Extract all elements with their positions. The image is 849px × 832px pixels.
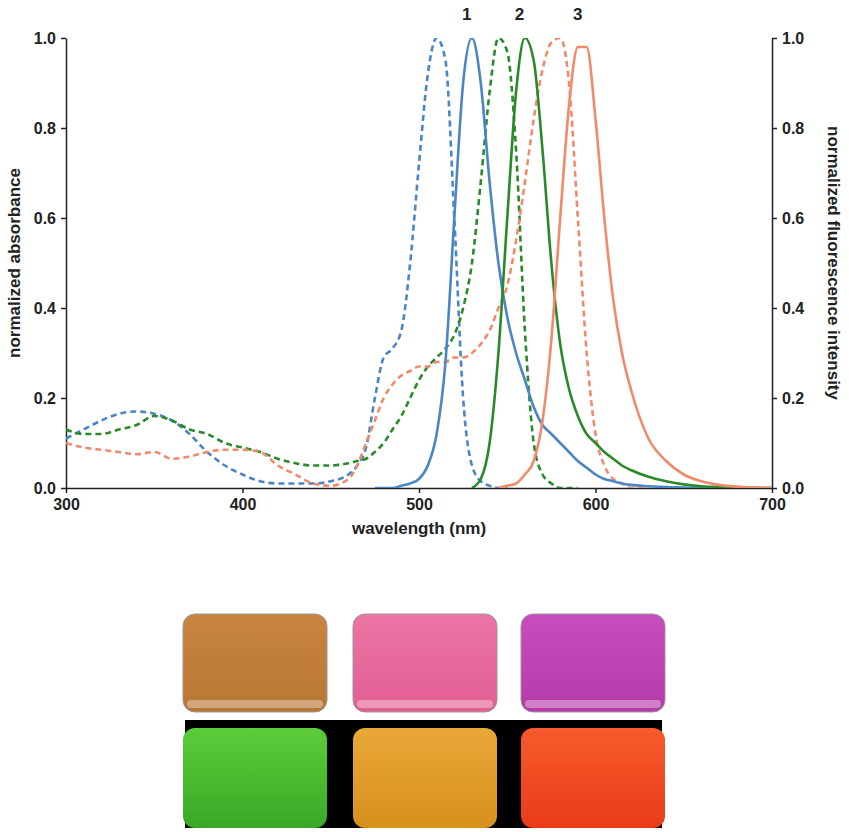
- tick-mark: [61, 38, 66, 40]
- tick-mark: [419, 488, 421, 493]
- fluorescence-line: [472, 38, 772, 488]
- tick-label: 1.0: [34, 30, 56, 47]
- vial-daylight: [183, 614, 327, 712]
- vial-base: [357, 700, 493, 708]
- tick-label: 0.6: [782, 210, 804, 227]
- y2-axis: 0.0 0.2 0.4 0.6 0.8 1.0: [772, 30, 804, 497]
- tick-mark: [772, 488, 777, 490]
- tick-mark: [772, 308, 777, 310]
- y2-axis-title: normalized fluorescence intensity: [824, 126, 843, 401]
- tick-label: 300: [53, 496, 80, 513]
- x-axis-title: wavelength (nm): [351, 519, 486, 538]
- absorbance-line: [66, 38, 578, 488]
- tick-label: 1.0: [782, 30, 804, 47]
- tick: 0.8: [772, 120, 804, 137]
- vial-base: [525, 700, 661, 708]
- tick-label: 0.0: [34, 480, 56, 497]
- peak-label: 1: [462, 5, 471, 24]
- tick-mark: [61, 128, 66, 130]
- absorbance-line: [66, 38, 648, 488]
- vial-uv: [521, 728, 665, 828]
- tick: 0.2: [34, 390, 66, 407]
- tick: 0.4: [772, 300, 804, 317]
- tick-label: 500: [406, 496, 433, 513]
- x-axis: 300 400 500 600 700: [53, 488, 786, 513]
- tick-label: 700: [759, 496, 786, 513]
- tick: 0.0: [34, 480, 66, 497]
- tick: 1.0: [34, 30, 66, 47]
- vial-daylight: [521, 614, 665, 712]
- tick: 0.6: [772, 210, 804, 227]
- tick-mark: [61, 218, 66, 220]
- tick-mark: [772, 38, 777, 40]
- vial-uv: [353, 728, 497, 828]
- tick: 600: [583, 488, 610, 513]
- peak-label: 3: [573, 5, 582, 24]
- axis-line: [66, 39, 68, 489]
- tick-label: 0.0: [782, 480, 804, 497]
- tick-mark: [61, 398, 66, 400]
- figure: 3004005006007000.00.20.40.60.81.00.00.20…: [0, 0, 849, 832]
- tick-mark: [772, 398, 777, 400]
- axis-line: [772, 39, 774, 489]
- tick-mark: [772, 128, 777, 130]
- tick-label: 600: [583, 496, 610, 513]
- fluorescence-line: [375, 38, 772, 488]
- tick-label: 0.6: [34, 210, 56, 227]
- tick-label: 0.4: [34, 300, 56, 317]
- absorbance-line: [66, 38, 507, 488]
- tick-label: 0.4: [782, 300, 804, 317]
- y-axis: 0.0 0.2 0.4 0.6 0.8 1.0: [34, 30, 67, 497]
- tick-label: 400: [230, 496, 257, 513]
- vial-base: [187, 700, 323, 708]
- vial-photos: [183, 614, 665, 828]
- vial-uv: [183, 728, 327, 828]
- tick: 400: [230, 488, 257, 513]
- tick-label: 0.2: [782, 390, 804, 407]
- tick: 0.8: [34, 120, 66, 137]
- fluorescence-line: [498, 47, 772, 488]
- tick: 0.6: [34, 210, 66, 227]
- y-axis-title: normalized absorbance: [5, 168, 24, 358]
- tick-mark: [61, 488, 66, 490]
- peak-label: 2: [515, 5, 524, 24]
- tick: 0.0: [772, 480, 804, 497]
- tick: 1.0: [772, 30, 804, 47]
- tick-mark: [772, 218, 777, 220]
- tick-label: 0.8: [782, 120, 804, 137]
- vial-daylight: [353, 614, 497, 712]
- tick-mark: [61, 308, 66, 310]
- tick: 0.4: [34, 300, 66, 317]
- tick-mark: [242, 488, 244, 493]
- tick: 500: [406, 488, 433, 513]
- tick: 0.2: [772, 390, 804, 407]
- tick-mark: [595, 488, 597, 493]
- plot-area: [66, 38, 772, 488]
- tick-label: 0.2: [34, 390, 56, 407]
- tick: 300: [53, 488, 80, 513]
- tick-label: 0.8: [34, 120, 56, 137]
